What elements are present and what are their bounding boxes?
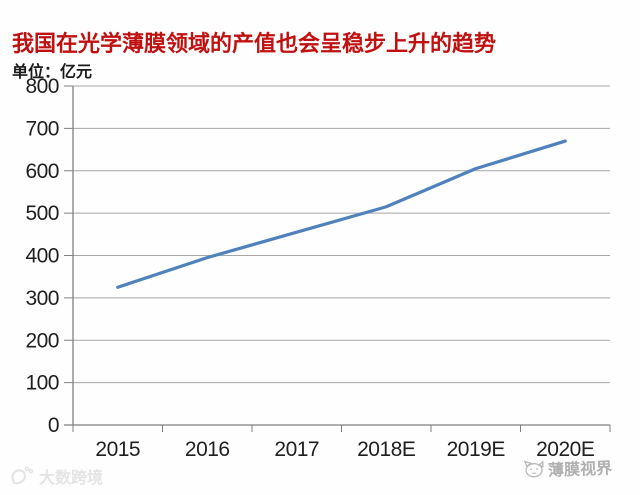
y-tick-label: 100: [25, 372, 59, 395]
x-tick-label: 2015: [95, 438, 140, 461]
watermark-right-logo-icon: [523, 460, 544, 478]
unit-label: 单位：亿元: [12, 64, 93, 81]
watermark-left-logo-icon: [11, 466, 34, 485]
watermark-right-text: 薄膜视界: [547, 460, 613, 480]
x-tick-label: 2019E: [447, 438, 506, 461]
data-line-series: [116, 139, 567, 289]
y-tick-label: 400: [25, 245, 59, 268]
chart-title: 我国在光学薄膜领域的产值也会呈稳步上升的趋势: [12, 31, 497, 56]
y-tick-label: 0: [48, 414, 59, 437]
y-tick-label: 300: [25, 287, 59, 310]
y-tick-label: 500: [25, 202, 59, 225]
y-tick-label: 700: [25, 117, 59, 140]
y-tick-label: 200: [25, 329, 59, 352]
x-tick-label: 2020E: [536, 438, 595, 461]
y-tick-label: 800: [25, 75, 59, 98]
watermark-right: 薄膜视界: [523, 454, 613, 481]
x-tick-label: 2017: [274, 438, 319, 461]
watermark-left: 大数跨境: [10, 464, 103, 488]
x-tick-label: 2018E: [357, 438, 416, 461]
y-tick-label: 600: [25, 160, 59, 183]
x-tick-label: 2016: [185, 438, 230, 461]
watermark-left-text: 大数跨境: [39, 470, 104, 487]
